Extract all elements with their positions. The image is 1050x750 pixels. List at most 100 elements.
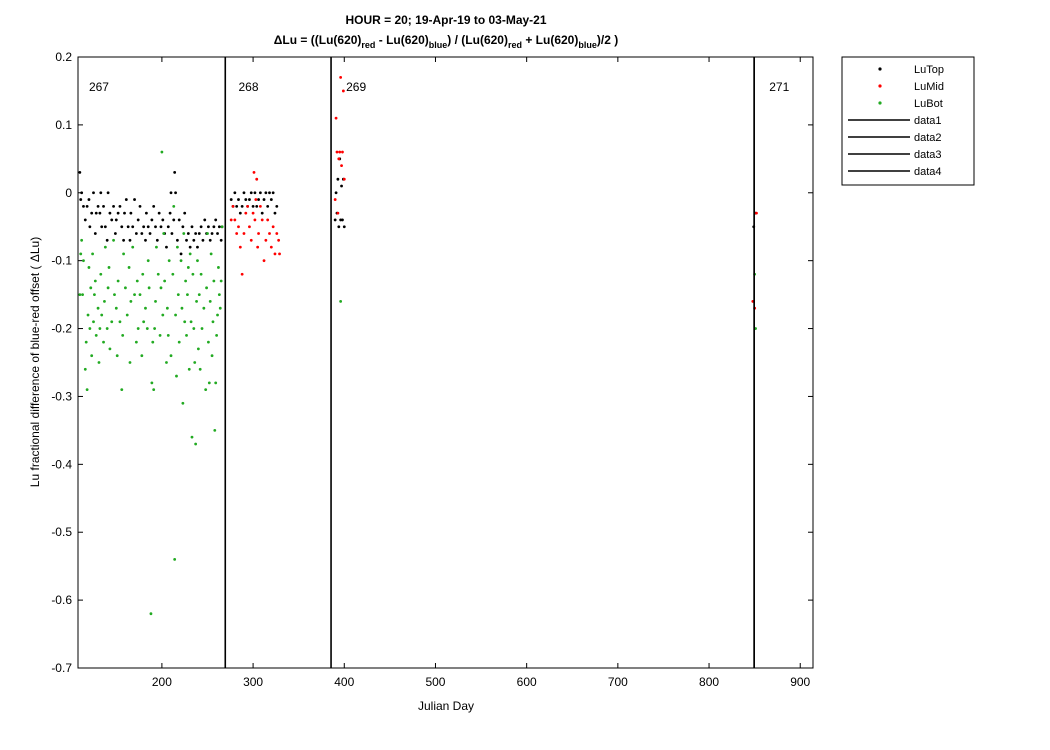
data-point [275,232,279,235]
data-point [172,204,176,208]
data-point [116,279,120,283]
data-point [85,388,89,392]
x-tick-label: 600 [517,675,537,689]
data-point [93,279,97,283]
chart-title-line1: HOUR = 20; 19-Apr-19 to 03-May-21 [345,13,546,27]
data-point [99,191,103,195]
data-point [177,218,181,222]
data-point [264,191,268,195]
data-point [115,354,119,358]
data-point [106,191,110,195]
data-point [82,259,85,263]
data-point [162,232,166,235]
legend: LuTop LuMid LuBot data1 data2 data3 data4 [841,56,975,186]
data-point [268,232,271,235]
data-point [113,293,116,297]
data-point [154,225,157,229]
x-tick-label: 700 [608,675,628,689]
data-point [155,238,159,242]
data-point [204,388,208,392]
data-point [271,191,275,195]
data-point [103,300,106,303]
data-point [88,327,92,330]
data-point [175,238,179,242]
legend-entry-data4: data4 [848,166,942,178]
x-tick-label: 400 [334,675,354,689]
data-point [92,320,95,324]
data-point [333,218,337,222]
data-point [142,225,146,229]
data-point [78,293,82,297]
data-point [273,252,277,256]
data-point [144,306,147,310]
data-point [131,225,135,229]
data-point [161,218,165,222]
data-point [269,245,273,249]
data-point [98,211,102,215]
data-point [160,150,164,154]
data-point [210,232,214,235]
data-point [181,401,185,405]
data-point [87,266,91,269]
legend-marker [878,101,882,105]
data-point [253,218,257,222]
data-point [260,211,264,215]
y-tick-label: 0.1 [55,118,72,132]
data-point [215,333,219,337]
data-point [120,388,124,392]
data-point [208,300,212,303]
data-point [108,347,112,351]
series-layer [78,75,758,616]
data-point [155,245,158,249]
data-point [258,204,262,208]
y-tick-label: -0.4 [51,457,72,471]
data-point [126,225,130,229]
data-point [262,259,266,263]
data-point [207,225,210,229]
data-point [242,232,246,235]
legend-entries: LuTop LuMid LuBot data1 data2 data3 data4 [848,64,944,178]
data-point [129,211,133,215]
data-point [188,245,192,249]
data-point [341,218,344,222]
legend-marker [878,84,882,88]
data-point [206,232,209,235]
data-point [90,354,94,358]
data-point [244,198,248,201]
data-point [258,191,262,195]
data-point [172,218,176,222]
data-point [251,211,255,215]
data-point [79,252,83,256]
data-point [146,225,150,229]
data-point [248,198,251,201]
data-point [100,313,104,317]
data-point [175,374,178,378]
data-point [151,340,155,344]
data-point [185,238,188,242]
data-point [112,238,115,242]
data-point [152,388,156,392]
data-point [133,293,136,297]
data-point [216,232,219,235]
data-point [173,557,177,561]
data-point [202,306,206,310]
x-tick-label: 900 [790,675,810,689]
data-point [141,272,145,276]
data-point [173,171,177,174]
data-point [105,327,109,330]
data-point [229,198,233,201]
data-point [168,211,172,215]
data-point [153,327,157,330]
annotation-label: 268 [238,80,258,94]
data-point [174,191,177,195]
data-point [167,259,171,263]
y-axis-label: Lu fractional difference of blue-red off… [28,237,42,487]
annotation-label: 269 [346,80,366,94]
data-point [113,232,117,235]
data-point [96,204,100,208]
data-point [336,177,340,181]
x-tick-label: 800 [699,675,719,689]
data-point [192,327,196,330]
data-point [255,204,259,208]
y-axis: 0.2 0.1 0 -0.1 -0.2 -0.3 -0.4 -0.5 -0.6 -0.7 [51,50,813,675]
